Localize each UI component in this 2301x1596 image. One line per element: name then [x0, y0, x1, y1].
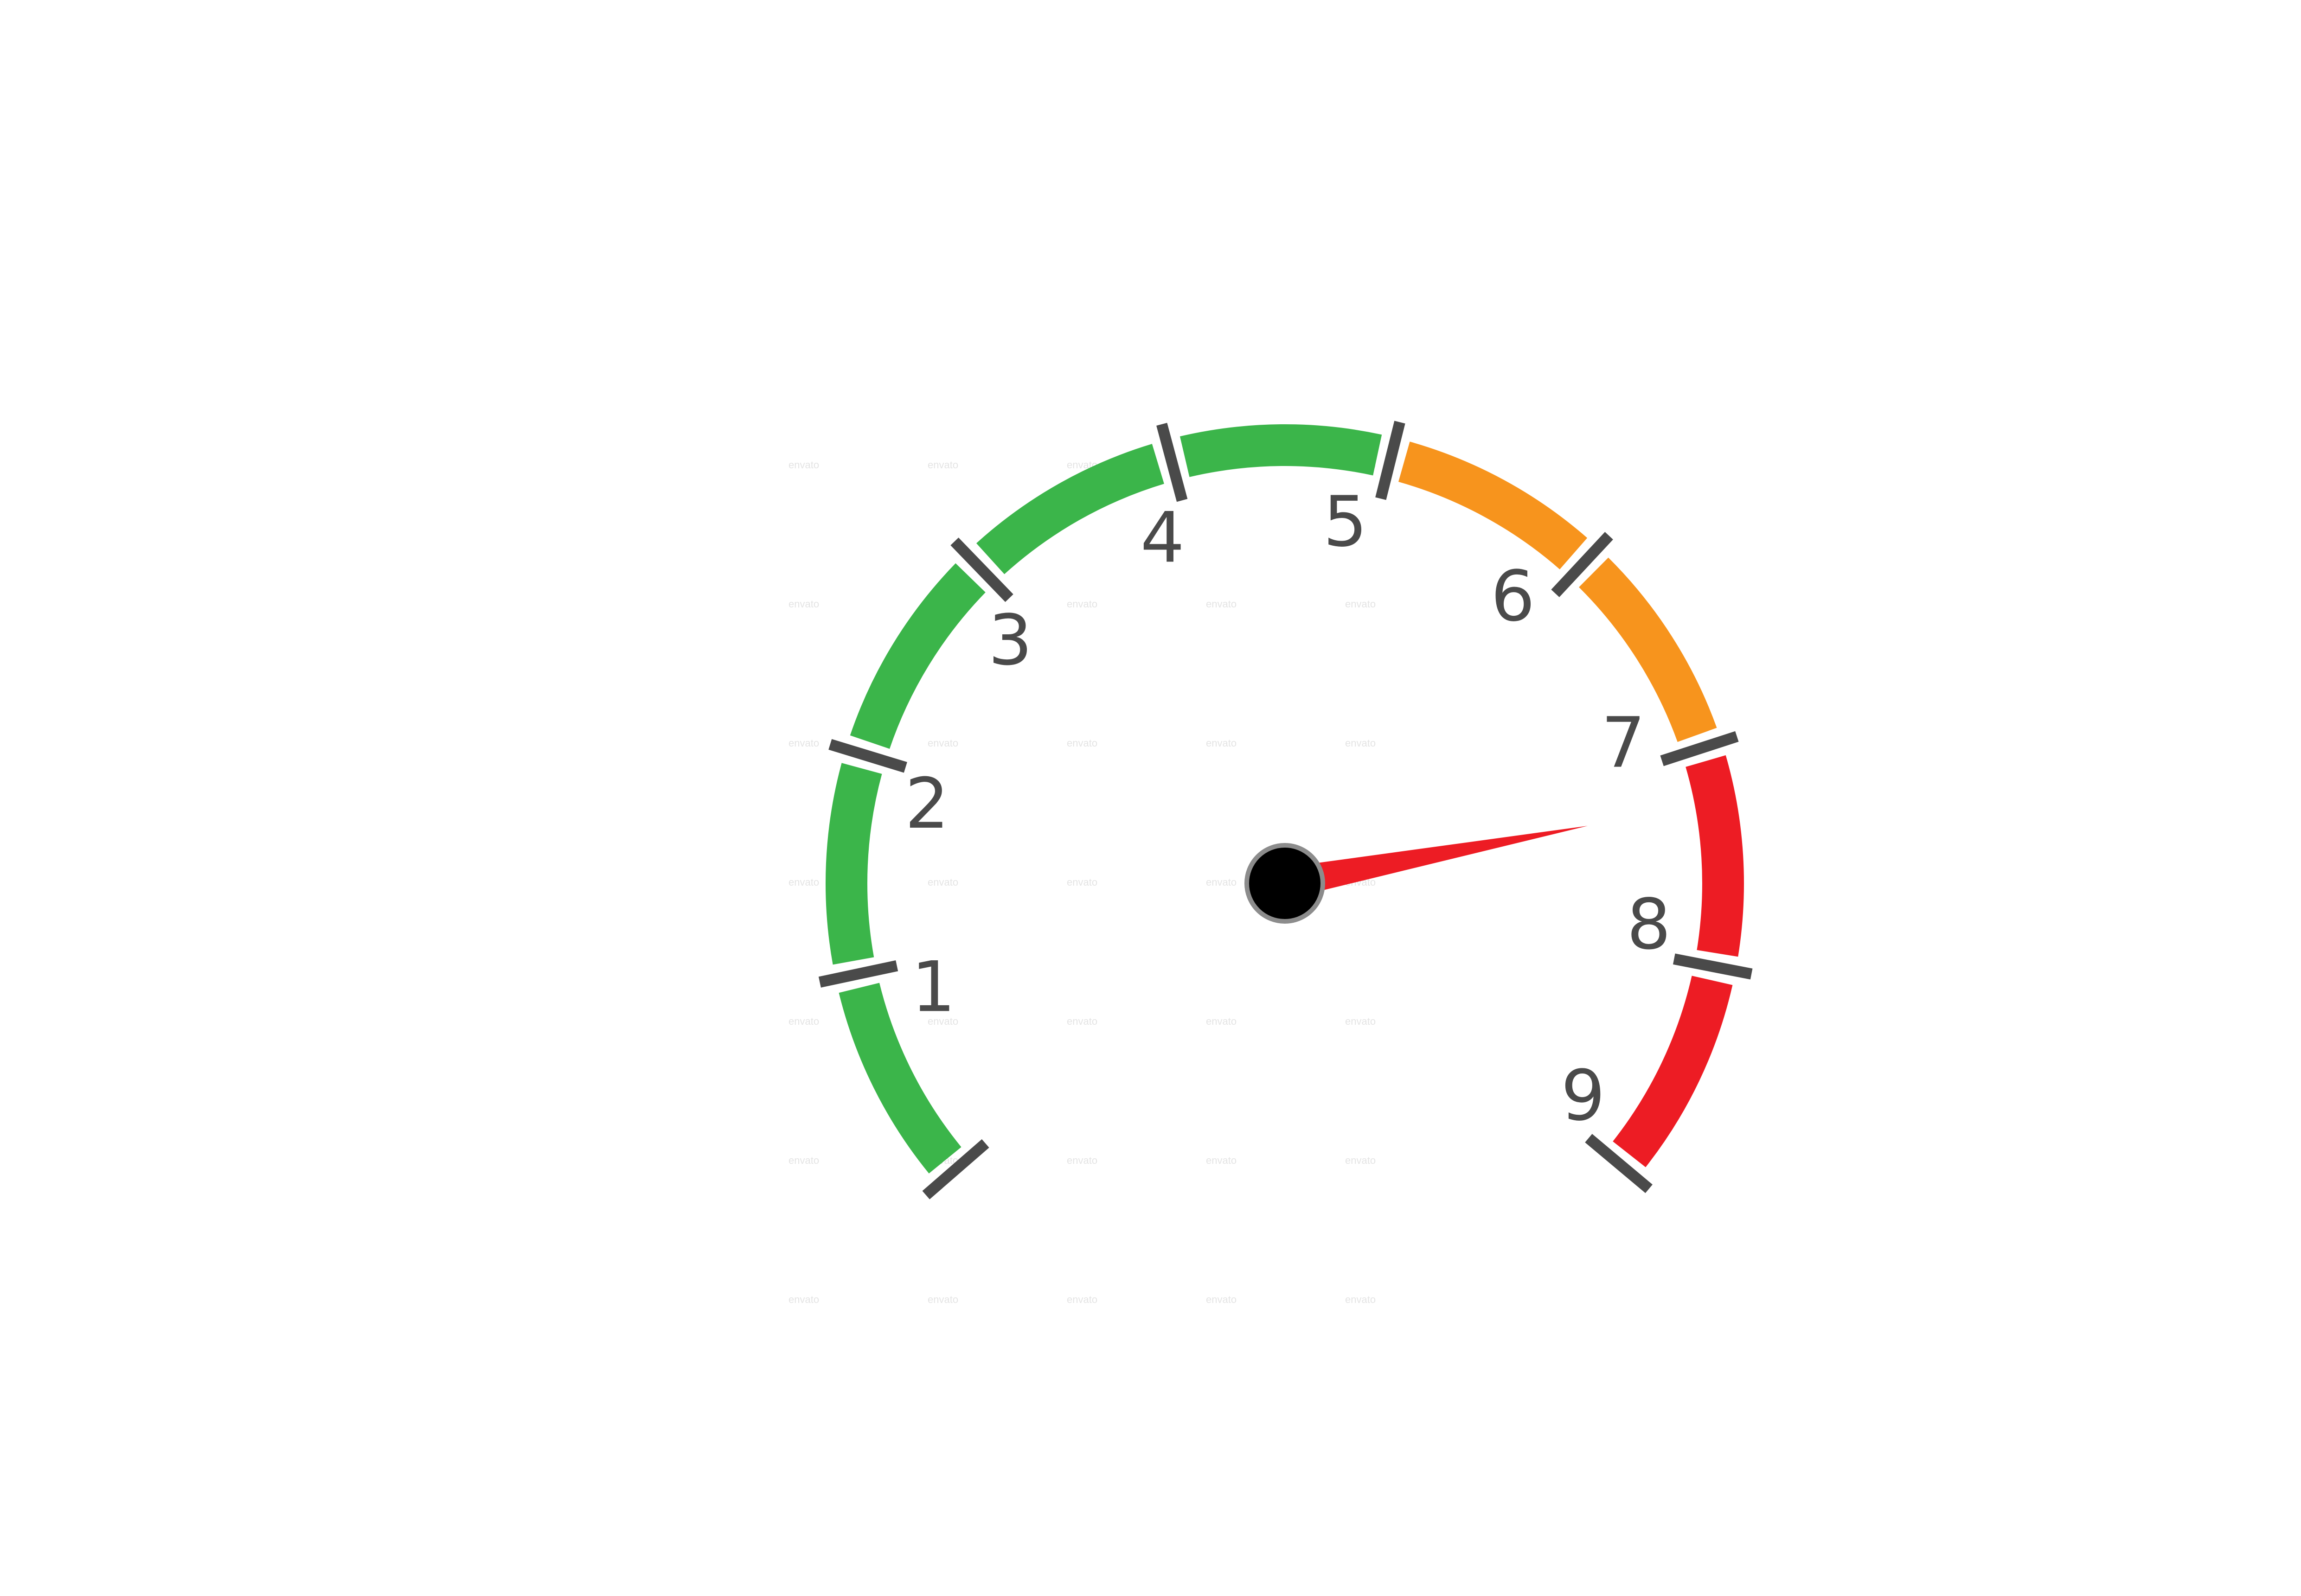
gauge-zone-red-segment — [1686, 755, 1744, 957]
gauge-tick-mark — [1660, 731, 1739, 766]
watermark-text: envato — [1067, 1294, 1097, 1305]
gauge-zone-red-segment — [1613, 976, 1733, 1168]
gauge-needle — [1282, 825, 1588, 899]
gauge-zone-green-segment — [976, 444, 1164, 575]
watermark-text: envato — [1345, 598, 1376, 610]
gauge-zone-green-segment — [1179, 424, 1382, 477]
gauge-zone-green-segment — [850, 563, 986, 749]
watermark-text: envato — [1206, 876, 1237, 888]
watermark-text: envato — [928, 1294, 958, 1305]
watermark-text: envato — [1345, 1015, 1376, 1027]
watermark-text: envato — [1067, 1015, 1097, 1027]
watermark-text: envato — [1067, 598, 1097, 610]
gauge-tick-mark — [1156, 422, 1188, 502]
gauge-tick-label: 3 — [988, 600, 1032, 681]
watermark-text: envato — [1067, 1155, 1097, 1166]
watermark-text: envato — [928, 737, 958, 749]
gauge-tick-mark — [1375, 421, 1405, 500]
gauge-tick-labels: 1 2 3 4 5 67 8 9 — [905, 482, 1671, 1136]
watermark-text: envato — [788, 598, 819, 610]
gauge-tick-label: 9 — [1561, 1056, 1605, 1136]
gauge-tick-label: 4 — [1141, 498, 1185, 578]
gauge-ticks — [818, 421, 1753, 1200]
gauge-tick-label: 6 — [1491, 556, 1535, 637]
gauge-zone-orange-segment — [1398, 441, 1588, 569]
watermark-text: envato — [1206, 1015, 1237, 1027]
gauge-zone-orange-segment — [1579, 557, 1717, 742]
gauge-tick-label: 7 — [1601, 703, 1645, 784]
gauge-zone-green-segment — [826, 763, 882, 965]
watermark-text: envato — [1206, 737, 1237, 749]
watermark-text: envato — [1345, 737, 1376, 749]
watermark-text: envato — [1067, 737, 1097, 749]
gauge-tick-label: 2 — [905, 764, 949, 844]
watermark-text: envato — [788, 459, 819, 471]
gauge-zones — [826, 424, 1744, 1174]
gauge-tick-mark — [828, 739, 907, 773]
gauge-tick-mark — [922, 1139, 989, 1200]
gauge-tick-mark — [1673, 953, 1753, 980]
gauge-tick-label: 8 — [1627, 884, 1671, 965]
watermark-text: envato — [1206, 1155, 1237, 1166]
gauge-tick-mark — [1585, 1134, 1653, 1194]
watermark-text: envato — [1067, 876, 1097, 888]
watermark-text: envato — [928, 1015, 958, 1027]
watermark-text: envato — [788, 737, 819, 749]
gauge-tick-mark — [950, 537, 1013, 602]
gauge-tick-label: 5 — [1323, 482, 1367, 562]
watermark-text: envato — [1345, 1294, 1376, 1305]
gauge-tick-mark — [1551, 532, 1613, 597]
watermark-text: envato — [1206, 1294, 1237, 1305]
watermark-text: envato — [928, 459, 958, 471]
watermark-text: envato — [1206, 598, 1237, 610]
watermark-text: envato — [788, 876, 819, 888]
gauge-tick-label: 1 — [911, 947, 955, 1028]
gauge-hub — [1244, 843, 1325, 924]
watermark-text: envato — [1345, 1155, 1376, 1166]
gauge-needle-group — [1244, 825, 1588, 924]
watermark-text: envato — [788, 1155, 819, 1166]
watermark-text: envato — [928, 876, 958, 888]
gauge-zone-green-segment — [839, 983, 961, 1174]
gauge-tick-mark — [818, 960, 898, 988]
watermark-text: envato — [788, 1015, 819, 1027]
watermark-text: envato — [788, 1294, 819, 1305]
